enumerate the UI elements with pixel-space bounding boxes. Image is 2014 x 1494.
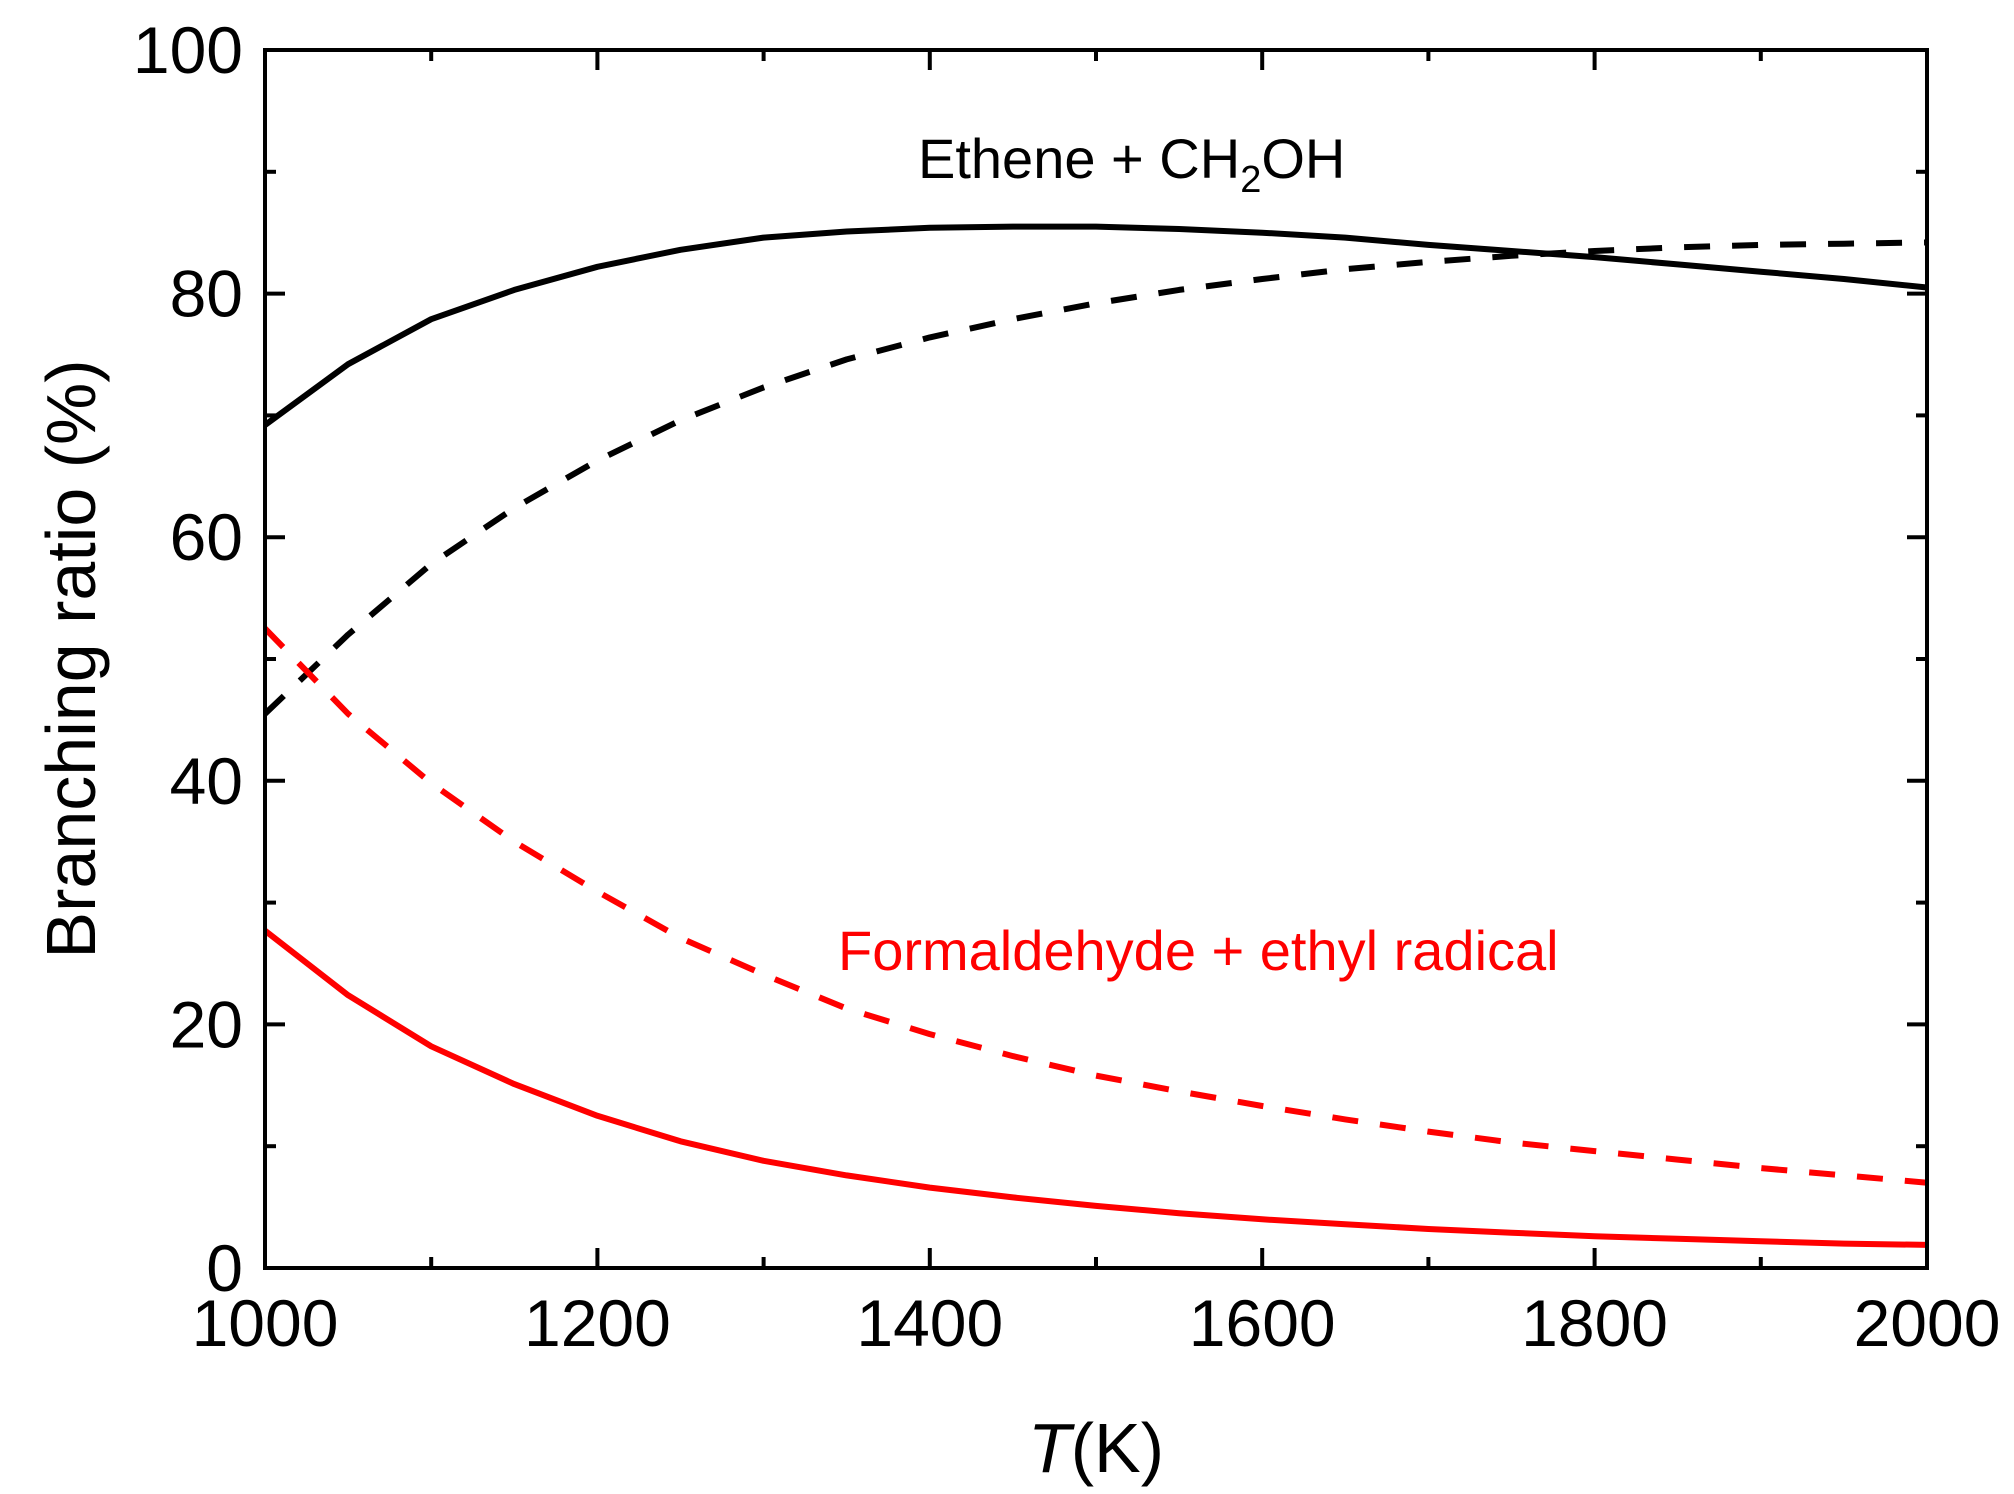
y-tick-label: 0 <box>206 1231 243 1305</box>
ethene-annotation-subscript: 2 <box>1240 159 1261 201</box>
x-axis-title-symbol: T <box>1028 1409 1075 1487</box>
x-tick-label: 2000 <box>1854 1286 2001 1360</box>
y-tick-label: 40 <box>170 744 243 818</box>
x-tick-label: 1800 <box>1521 1286 1668 1360</box>
y-axis-title: Branching ratio (%) <box>32 359 110 958</box>
y-tick-label: 60 <box>170 500 243 574</box>
series-line-0 <box>263 223 1928 428</box>
x-tick-label: 1400 <box>856 1286 1003 1360</box>
x-tick-label: 1200 <box>524 1286 671 1360</box>
series-line-2 <box>263 928 1928 1248</box>
x-tick-label: 1000 <box>192 1286 339 1360</box>
ethene-annotation: Ethene + CH2OH <box>918 127 1345 201</box>
y-tick-label: 80 <box>170 257 243 331</box>
formaldehyde-annotation: Formaldehyde + ethyl radical <box>838 919 1559 982</box>
ethene-annotation-suffix: OH <box>1261 127 1345 190</box>
series-layer <box>262 223 1928 1248</box>
series-line-1 <box>262 239 1928 716</box>
ethene-annotation-prefix: Ethene + CH <box>918 127 1240 190</box>
y-tick-label: 20 <box>170 987 243 1061</box>
tick-labels-layer: 1000 1200 1400 1600 1800 2000 0 20 40 60 80 100 <box>133 13 2001 1360</box>
x-axis-title-unit: (K) <box>1071 1409 1164 1487</box>
y-tick-label: 100 <box>133 13 243 87</box>
ticks-layer <box>263 48 1929 1270</box>
x-axis-title: T(K) <box>1028 1409 1164 1487</box>
series-line-3 <box>262 626 1928 1186</box>
x-tick-label: 1600 <box>1189 1286 1336 1360</box>
